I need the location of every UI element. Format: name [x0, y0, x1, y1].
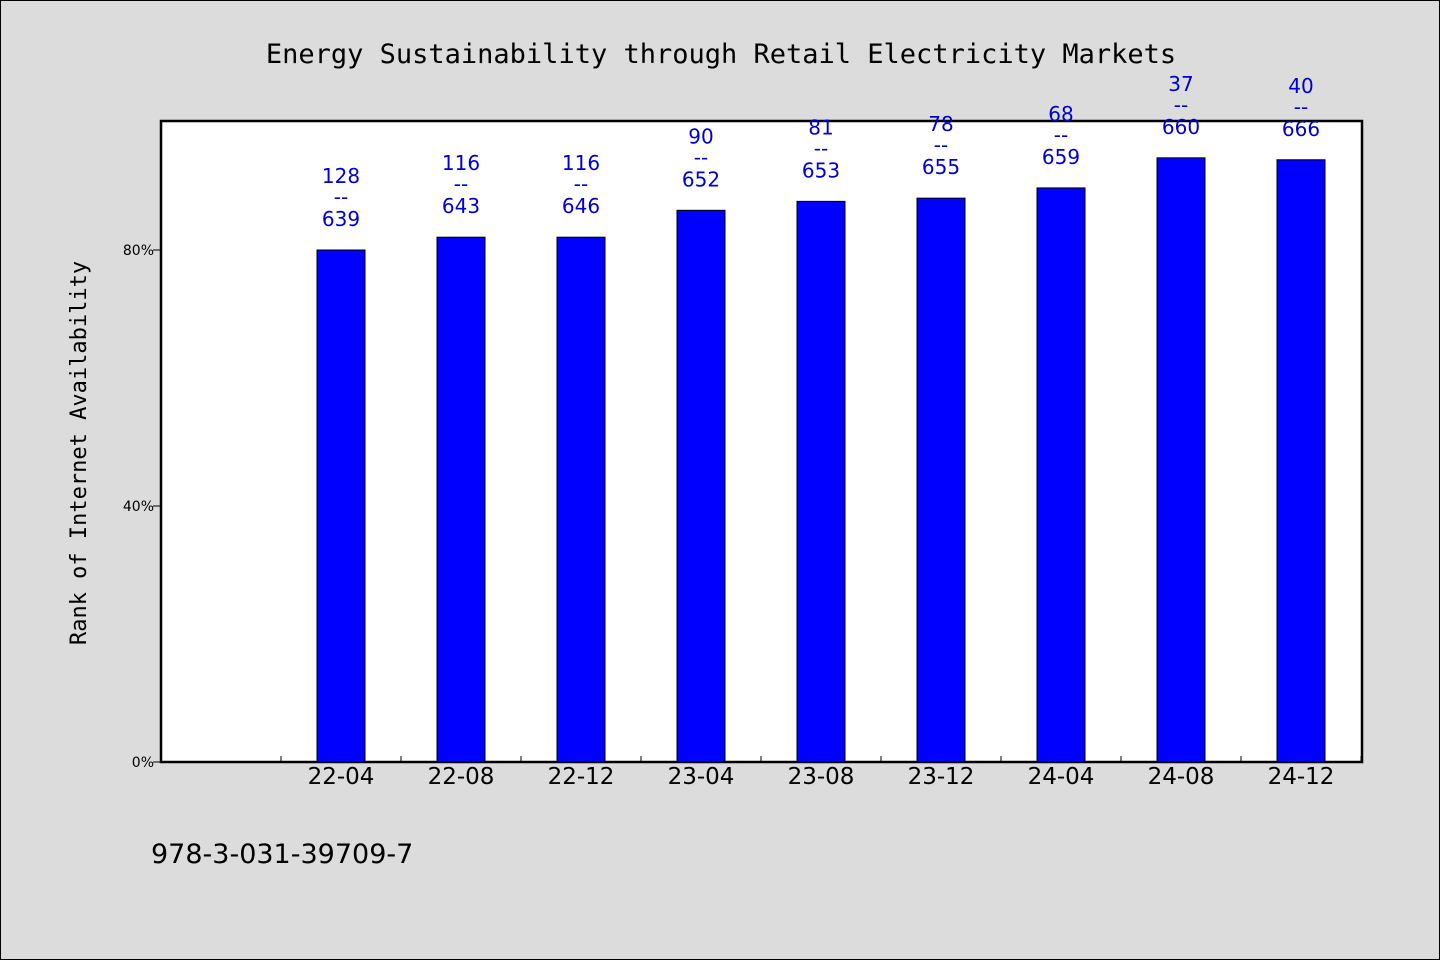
chart-title: Energy Sustainability through Retail Ele…	[266, 39, 1176, 70]
bar-series	[316, 157, 1326, 763]
total-label: 643	[442, 194, 480, 218]
rank-label: 81	[808, 115, 833, 139]
bar-22-04	[316, 249, 366, 763]
total-label: 652	[682, 167, 720, 191]
x-tick-label: 24-08	[1148, 764, 1215, 790]
bar-24-08	[1156, 157, 1206, 763]
label-separator: --	[1174, 93, 1188, 117]
total-label: 666	[1282, 117, 1320, 141]
x-tick-label: 24-12	[1268, 764, 1335, 790]
x-tick-label: 23-12	[908, 764, 975, 790]
label-separator: --	[1294, 95, 1308, 119]
bar-22-12	[556, 236, 606, 763]
label-separator: --	[934, 133, 948, 157]
x-tick-label: 24-04	[1028, 764, 1095, 790]
bar-23-12	[916, 197, 966, 763]
rank-label: 68	[1048, 102, 1073, 126]
total-label: 639	[322, 207, 360, 231]
label-separator: --	[574, 172, 588, 196]
bar-24-04	[1036, 187, 1086, 763]
label-separator: --	[454, 172, 468, 196]
label-separator: --	[814, 136, 828, 160]
isbn-footer: 978-3-031-39709-7	[151, 839, 413, 870]
bar-23-08	[796, 200, 846, 763]
total-label: 646	[562, 194, 600, 218]
bar-24-12	[1276, 159, 1326, 763]
data-labels: 128--639116--643116--64690--65281--65378…	[322, 72, 1320, 231]
x-tick-label: 23-08	[788, 764, 855, 790]
bar-22-08	[436, 236, 486, 763]
x-tick-label: 22-08	[428, 764, 495, 790]
rank-label: 116	[562, 151, 600, 175]
y-axis-title: Rank of Internet Availability	[67, 261, 92, 645]
y-tick-label: 80%	[123, 243, 154, 259]
rank-label: 128	[322, 164, 360, 188]
y-tick-label: 0%	[132, 755, 154, 771]
x-axis: 22-04 22-08 22-12 23-04 23-08 23-12 24-04 24-08…	[280, 756, 1362, 790]
label-separator: --	[334, 185, 348, 209]
total-label: 653	[802, 158, 840, 182]
total-label: 659	[1042, 145, 1080, 169]
total-label: 655	[922, 155, 960, 179]
rank-label: 37	[1168, 72, 1193, 96]
bar-23-04	[676, 209, 726, 763]
x-tick-label: 22-04	[308, 764, 375, 790]
label-separator: --	[694, 145, 708, 169]
rank-label: 116	[442, 151, 480, 175]
rank-label: 40	[1288, 74, 1313, 98]
y-axis: 0% 40% 80%	[123, 243, 161, 771]
rank-label: 78	[928, 112, 953, 136]
total-label: 660	[1162, 115, 1200, 139]
rank-label: 90	[688, 124, 713, 148]
x-tick-label: 22-12	[548, 764, 615, 790]
y-tick-label: 40%	[123, 499, 154, 515]
label-separator: --	[1054, 123, 1068, 147]
x-tick-label: 23-04	[668, 764, 735, 790]
